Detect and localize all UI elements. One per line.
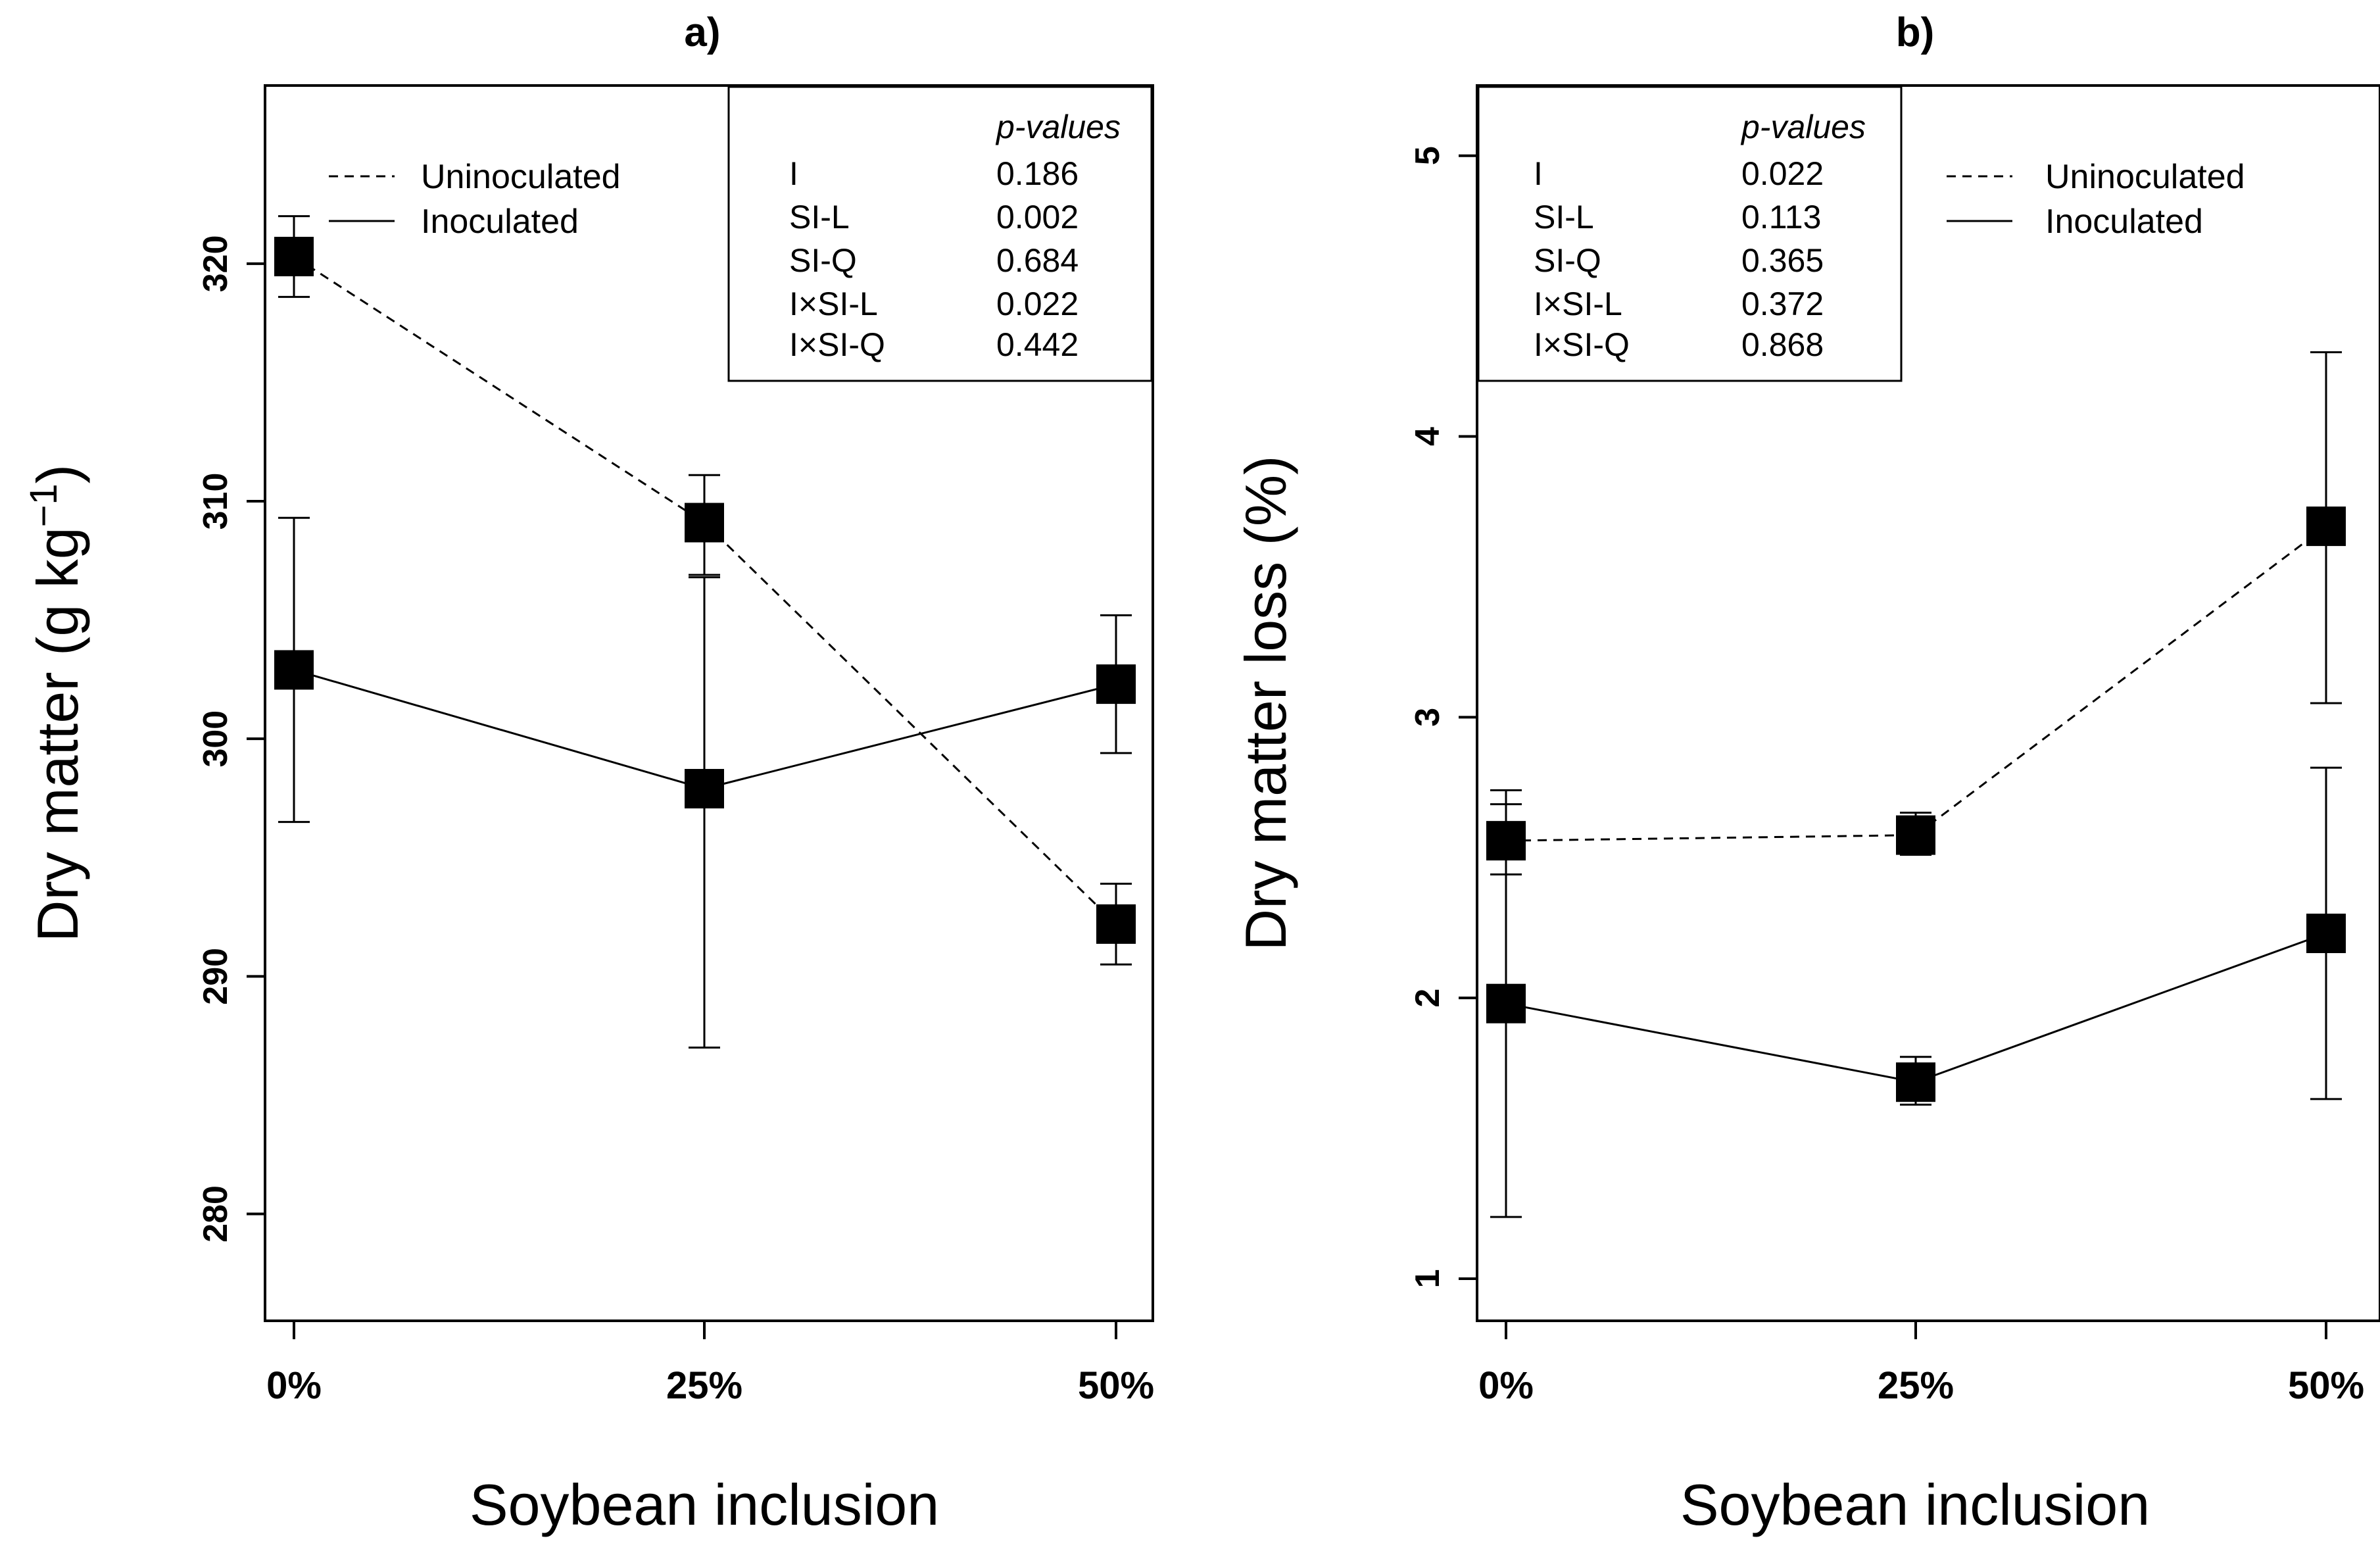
panel-a-y-axis-label-close: ): [25, 464, 90, 483]
panel-b-pvalue-term: I: [1534, 155, 1543, 192]
panel-b-ytick-label: 2: [1409, 989, 1447, 1008]
panel-a-pvalue-value: 0.002: [996, 199, 1079, 235]
panel-b-pvalue-term: SI-Q: [1534, 242, 1601, 279]
panel-a-y-axis-label-sup: −1: [22, 483, 65, 527]
panel-b-title: b): [1896, 10, 1935, 55]
panel-b-marker-inoculated: [1896, 1062, 1935, 1102]
panel-a-pvalue-value: 0.684: [996, 242, 1079, 279]
panel-b-pvalue-term: I×SI-L: [1534, 285, 1622, 322]
panel-b-series-inoculated: [1486, 766, 2346, 1218]
panel-a-legend: Uninoculated Inoculated: [329, 158, 621, 241]
panel-a-marker-inoculated: [274, 650, 314, 690]
panel-a-legend-label-uninoculated: Uninoculated: [421, 158, 621, 196]
panel-a-y-axis-label: Dry matter (g kg−1): [22, 464, 91, 942]
panel-b-ytick-label: 5: [1409, 146, 1447, 165]
panel-a-ytick-label: 320: [197, 235, 235, 292]
panel-b-pvalue-value: 0.365: [1741, 242, 1824, 279]
panel-b: b) Dry matter loss (%) Soybean inclusion…: [1233, 10, 2380, 1537]
panel-b-legend: Uninoculated Inoculated: [1947, 158, 2245, 241]
panel-b-pvalue-term: SI-L: [1534, 199, 1594, 235]
panel-b-pvalue-value: 0.868: [1741, 326, 1824, 363]
panel-a-pvalue-term: I×SI-L: [789, 285, 878, 322]
panel-b-line-uninoculated: [1505, 525, 2327, 842]
panel-a-pvalue-term: I: [789, 155, 798, 192]
panel-b-pvalue-header: p-values: [1740, 109, 1866, 145]
panel-b-series-uninoculated: [1486, 351, 2346, 875]
panel-a-marker-inoculated: [685, 769, 724, 809]
panel-a-pvalue-value: 0.442: [996, 326, 1079, 363]
panel-a: a) Dry matter (g kg−1) Soybean inclusion…: [22, 10, 1155, 1537]
panel-b-pvalue-frame: [1477, 86, 1903, 382]
panel-b-pvalue-term: I×SI-Q: [1534, 326, 1630, 363]
panel-b-marker-inoculated: [1486, 983, 1526, 1023]
panel-b-marker-uninoculated: [1896, 815, 1935, 855]
panel-a-x-axis-label: Soybean inclusion: [470, 1472, 939, 1537]
panel-a-marker-uninoculated: [1096, 904, 1136, 944]
panel-a-y-axis: 280 290 300 310 320: [197, 235, 265, 1243]
panel-a-xtick-label: 50%: [1078, 1364, 1154, 1407]
panel-a-xtick-label: 0%: [266, 1364, 322, 1407]
panel-b-legend-label-uninoculated: Uninoculated: [2045, 158, 2245, 196]
panel-a-series-uninoculated: [274, 215, 1136, 966]
panel-a-marker-inoculated: [1096, 664, 1136, 704]
panel-a-marker-uninoculated: [685, 503, 724, 543]
panel-a-xtick-label: 25%: [666, 1364, 742, 1407]
panel-b-marker-inoculated: [2306, 913, 2346, 953]
panel-a-title: a): [684, 10, 720, 55]
panel-a-line-uninoculated: [293, 255, 1117, 925]
panel-a-pvalue-value: 0.022: [996, 285, 1079, 322]
panel-a-ytick-label: 300: [197, 710, 235, 768]
panel-b-marker-uninoculated: [2306, 506, 2346, 547]
panel-a-ytick-label: 310: [197, 473, 235, 530]
panel-b-y-axis-label-main: Dry matter loss (%): [1233, 456, 1298, 951]
panel-a-plot-frame: [264, 84, 1154, 1322]
panel-a-pvalue-term: SI-Q: [789, 242, 857, 279]
panel-b-y-axis-label: Dry matter loss (%): [1233, 456, 1298, 951]
panel-b-x-axis: 0% 25% 50%: [1478, 1321, 2364, 1407]
panel-b-plot-frame: [1476, 84, 2380, 1322]
panel-b-ytick-label: 3: [1409, 708, 1447, 727]
panel-a-series-inoculated: [274, 516, 1136, 1049]
panel-a-pvalue-value: 0.186: [996, 155, 1079, 192]
panel-b-xtick-label: 25%: [1878, 1364, 1954, 1407]
panel-b-xtick-label: 50%: [2288, 1364, 2364, 1407]
panel-b-pvalue-value: 0.113: [1741, 199, 1821, 235]
panel-a-legend-label-inoculated: Inoculated: [421, 203, 579, 241]
panel-b-ytick-label: 1: [1409, 1270, 1447, 1289]
panel-b-ytick-label: 4: [1409, 427, 1447, 446]
panel-a-pvalue-header: p-values: [995, 109, 1121, 145]
panel-b-x-axis-label: Soybean inclusion: [1680, 1472, 2150, 1537]
panel-b-pvalue-value: 0.022: [1741, 155, 1824, 192]
panel-b-pvalue-value: 0.372: [1741, 285, 1824, 322]
panel-b-xtick-label: 0%: [1478, 1364, 1534, 1407]
panel-a-x-axis: 0% 25% 50%: [266, 1321, 1154, 1407]
panel-b-legend-label-inoculated: Inoculated: [2045, 203, 2203, 241]
panel-a-pvalue-term: SI-L: [789, 199, 850, 235]
panel-a-marker-uninoculated: [274, 237, 314, 277]
panel-a-pvalue-term: I×SI-Q: [789, 326, 885, 363]
panel-a-ytick-label: 280: [197, 1185, 235, 1243]
panel-b-pvalue-box: p-values I 0.022 SI-L 0.113 SI-Q 0.365 I…: [1477, 86, 1903, 382]
panel-a-y-axis-label-main: Dry matter (g kg: [25, 527, 90, 942]
panel-a-ytick-label: 290: [197, 948, 235, 1005]
panel-a-pvalue-box: p-values I 0.186 SI-L 0.002 SI-Q 0.684 I…: [727, 86, 1153, 382]
panel-a-pvalue-frame: [727, 86, 1153, 382]
panel-b-y-axis: 1 2 3 4 5: [1409, 146, 1477, 1288]
